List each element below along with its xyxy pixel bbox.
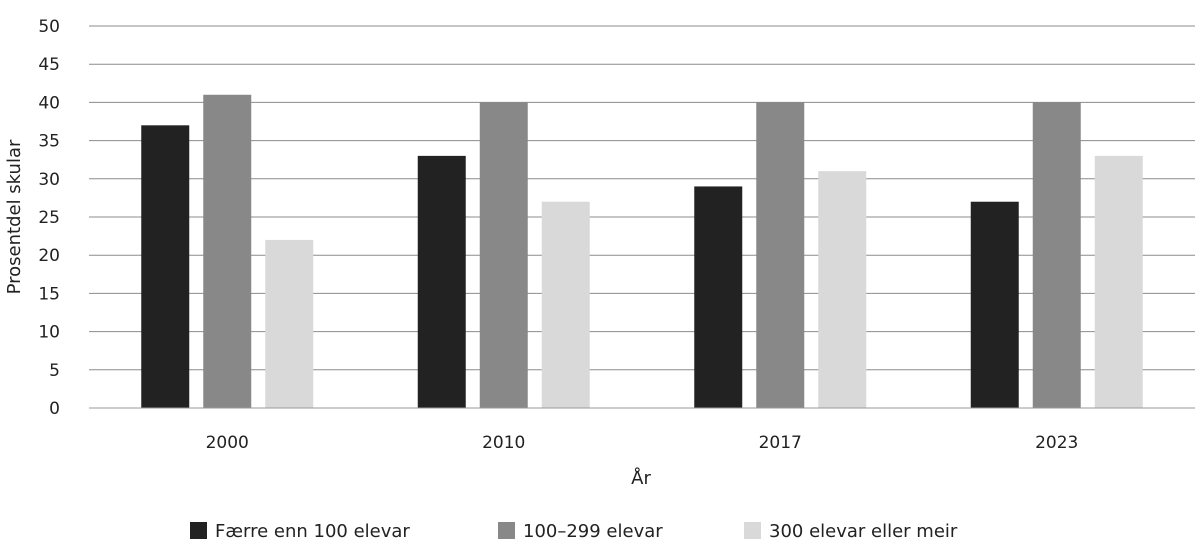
- bar-2017-series-2: [756, 102, 805, 409]
- y-axis-title: Prosentdel skular: [4, 139, 25, 294]
- legend-label: 100–299 elevar: [523, 521, 663, 542]
- y-tick-label: 15: [38, 284, 60, 304]
- bar-2023-series-3: [1094, 155, 1143, 408]
- legend-swatch: [190, 522, 207, 539]
- y-axis-ticks: 0 5 10 15 20 25 30 35 40 45 50: [38, 17, 60, 419]
- legend-swatch: [744, 522, 761, 539]
- y-tick-label: 5: [49, 361, 60, 381]
- legend-label: Færre enn 100 elevar: [215, 521, 410, 542]
- y-tick-label: 35: [38, 132, 60, 152]
- bar-2000-series-3: [265, 239, 314, 408]
- bar-2023-series-2: [1032, 102, 1081, 409]
- bar-2000-series-1: [141, 125, 190, 408]
- y-tick-label: 45: [38, 55, 60, 75]
- x-axis-title: År: [631, 467, 651, 489]
- y-tick-label: 40: [38, 93, 60, 113]
- bar-2000-series-2: [203, 94, 252, 408]
- y-tick-label: 25: [38, 208, 60, 228]
- bar-2023-series-1: [970, 201, 1019, 408]
- y-tick-label: 50: [38, 17, 60, 37]
- bar-2017-series-3: [818, 171, 867, 408]
- bar-2010-series-2: [479, 102, 528, 409]
- legend-label: 300 elevar eller meir: [769, 521, 958, 542]
- y-tick-label: 30: [38, 170, 60, 190]
- gridlines: [89, 25, 1195, 371]
- bars: [141, 94, 1143, 409]
- x-tick-label: 2010: [482, 433, 525, 453]
- x-tick-label: 2023: [1035, 433, 1078, 453]
- legend: Færre enn 100 elevar 100–299 elevar 300 el…: [190, 521, 958, 542]
- y-tick-label: 0: [49, 399, 60, 419]
- x-tick-label: 2000: [206, 433, 249, 453]
- x-tick-label: 2017: [759, 433, 802, 453]
- bar-2017-series-1: [694, 186, 743, 408]
- legend-swatch: [498, 522, 515, 539]
- x-axis-ticks: 2000 2010 2017 2023: [206, 433, 1079, 453]
- bar-2010-series-3: [541, 201, 590, 408]
- bar-2010-series-1: [417, 155, 466, 408]
- y-tick-label: 10: [38, 323, 60, 343]
- y-tick-label: 20: [38, 246, 60, 266]
